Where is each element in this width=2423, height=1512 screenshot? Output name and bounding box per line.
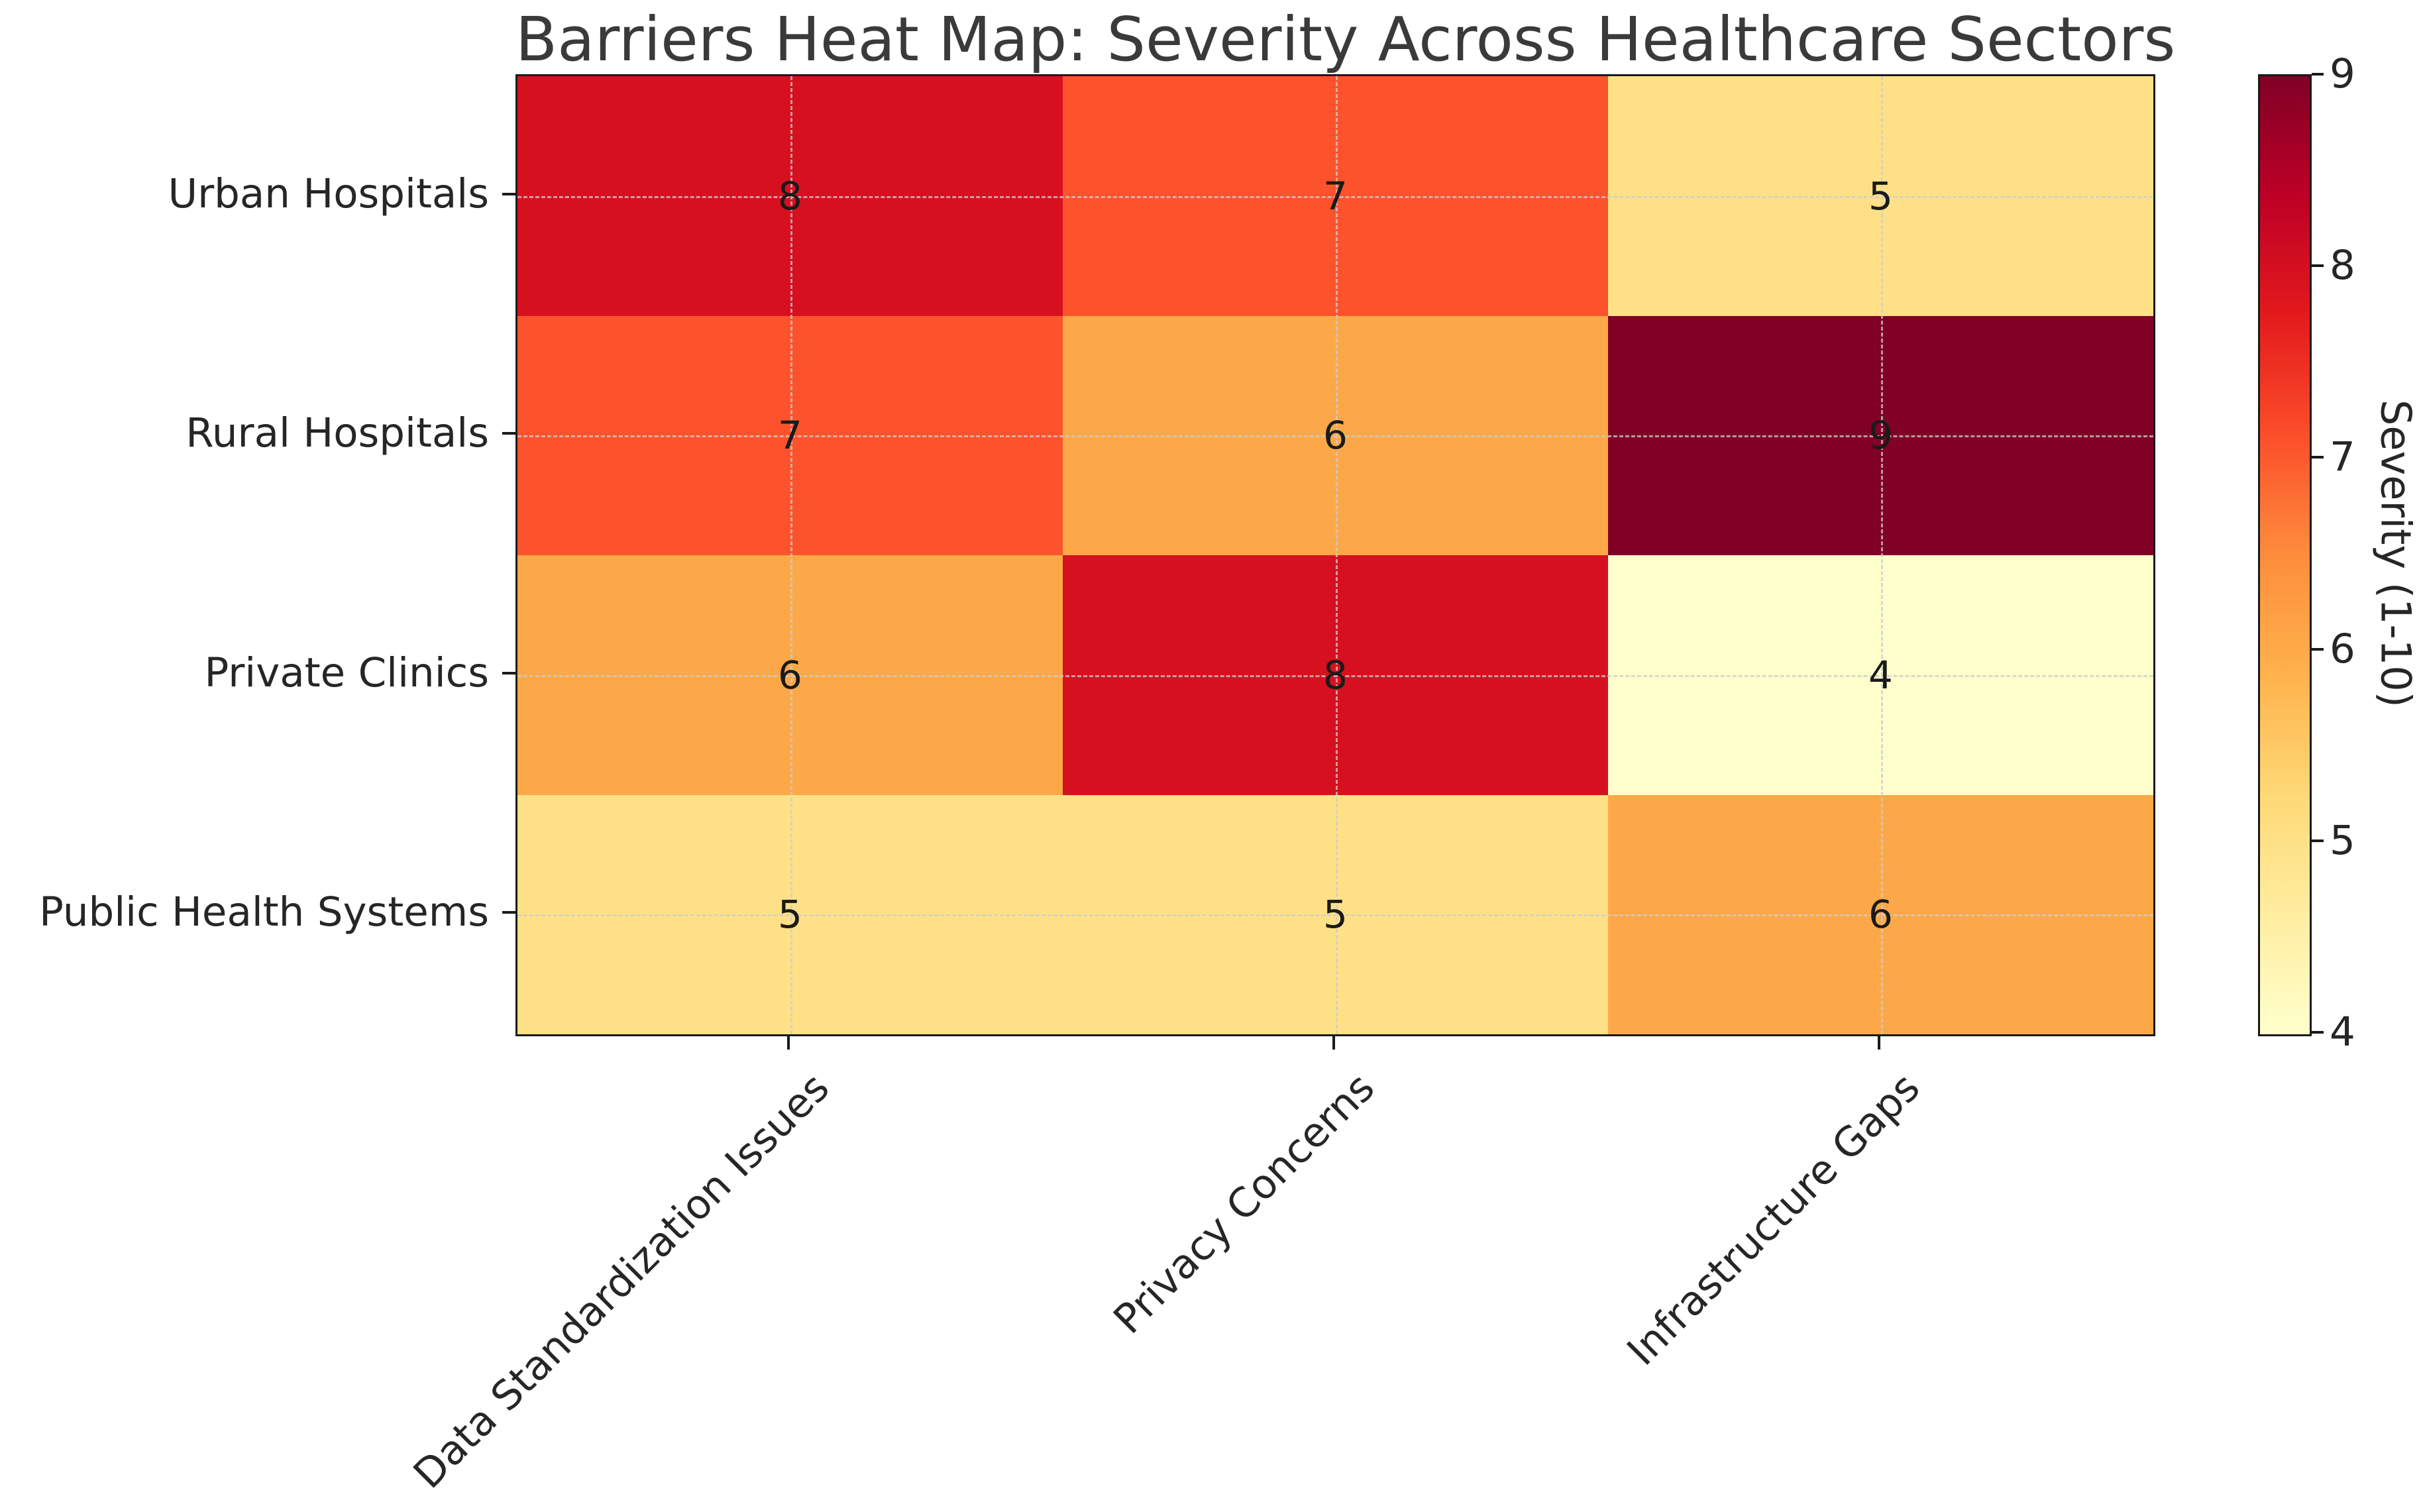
gridline-vertical [790,76,792,1034]
y-tick-label: Urban Hospitals [168,170,489,217]
y-tick-mark [502,671,515,675]
colorbar-tick-mark [2312,839,2324,842]
colorbar-tick-label: 6 [2330,625,2355,673]
cell-value-label: 8 [778,173,802,219]
gridline-vertical [1335,76,1338,1034]
heatmap-plot: 8 7 5 7 6 9 6 8 4 5 5 6 [515,74,2155,1036]
x-tick-mark [1877,1036,1880,1050]
y-tick-label: Public Health Systems [39,889,489,936]
chart-title: Barriers Heat Map: Severity Across Healt… [515,4,2176,75]
colorbar-tick-mark [2312,1031,2324,1034]
cell-value-label: 7 [778,413,802,459]
x-tick-label: Data Standardization Issues [404,1064,838,1498]
colorbar-tick-mark [2312,73,2324,76]
cell-value-label: 4 [1868,652,1893,698]
x-tick-mark [786,1036,790,1050]
y-tick-mark [502,192,515,195]
colorbar-tick-mark [2312,647,2324,651]
cell-value-label: 8 [1323,652,1348,698]
colorbar-tick-label: 7 [2330,433,2355,481]
colorbar-tick-mark [2312,264,2324,268]
colorbar-tick-label: 8 [2330,242,2355,290]
cell-value-label: 5 [1323,892,1348,938]
colorbar [2258,74,2312,1036]
cell-value-label: 5 [1868,173,1893,219]
colorbar-tick-mark [2312,456,2324,459]
colorbar-tick-label: 4 [2330,1008,2355,1055]
cell-value-label: 9 [1868,413,1893,459]
x-tick-label: Privacy Concerns [1104,1064,1383,1343]
cell-value-label: 6 [1868,892,1893,938]
y-tick-label: Private Clinics [204,649,489,696]
y-tick-mark [502,432,515,435]
colorbar-tick-label: 9 [2330,50,2355,97]
colorbar-axis-label: Severity (1-10) [2371,399,2420,708]
cell-value-label: 5 [778,892,802,938]
x-tick-mark [1332,1036,1335,1050]
cell-value-label: 7 [1323,173,1348,219]
y-tick-mark [502,911,515,914]
cell-value-label: 6 [778,652,802,698]
colorbar-tick-label: 5 [2330,816,2355,864]
y-tick-label: Rural Hospitals [186,409,489,457]
gridline-vertical [1880,76,1883,1034]
x-tick-label: Infrastructure Gaps [1617,1064,1929,1375]
cell-value-label: 6 [1323,413,1348,459]
